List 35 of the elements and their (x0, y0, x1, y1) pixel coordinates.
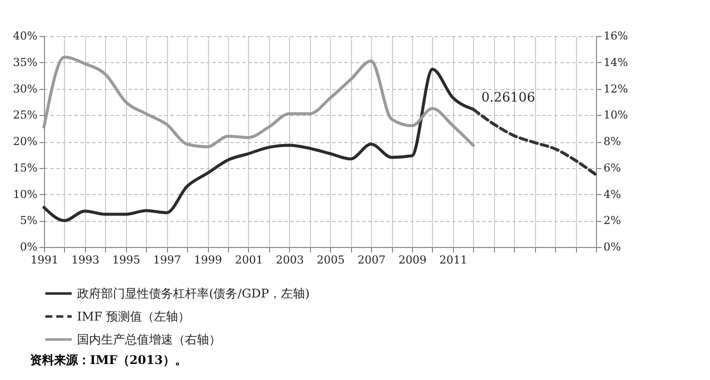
text: 资料来源：IMF（2013）。 (30, 352, 188, 369)
annotation: 0.26106 (481, 90, 536, 106)
y-tick-label: 20% (13, 135, 38, 148)
legend-label: IMF 预测值（左轴） (77, 310, 190, 324)
y-tick-label: 30% (13, 82, 38, 96)
y-tick-label: 10% (13, 188, 38, 201)
x-tick-label: 2003 (276, 254, 304, 266)
legend-label: 国内生产总值增速（右轴） (77, 332, 221, 346)
y-tick-label: 15% (13, 161, 38, 174)
y2-tick-label: 2% (604, 214, 621, 228)
y-tick-label: 40% (13, 30, 38, 42)
y2-tick-label: 10% (604, 108, 628, 122)
x-tick-label: 1999 (194, 254, 222, 266)
y-tick-label: 25% (13, 108, 38, 122)
y2-tick-label: 14% (604, 56, 628, 69)
x-tick-label: 1995 (112, 254, 140, 266)
y-tick-label: 0% (20, 240, 38, 254)
line-series (42, 56, 475, 148)
x-tick-label: 2005 (316, 254, 345, 266)
x-tick-label: 2009 (398, 254, 426, 266)
x-tick-label: 1997 (153, 254, 182, 266)
x-tick-label: 2011 (439, 254, 468, 266)
y-tick-label: 35% (13, 56, 38, 69)
y2-tick-label: 0% (604, 240, 621, 254)
x-tick-label: 1993 (71, 254, 100, 266)
y2-tick-label: 16% (604, 30, 628, 42)
y2-tick-label: 4% (604, 188, 621, 201)
y2-tick-label: 8% (604, 135, 621, 148)
x-tick-label: 1991 (30, 254, 58, 266)
x-tick-label: 2007 (358, 254, 386, 266)
x-tick-label: 2001 (234, 254, 263, 266)
y2-tick-label: 6% (604, 161, 621, 174)
legend-label: 政府部门显性债务杠杆率(债务/GDP，左轴) (77, 286, 310, 300)
y-tick-label: 5% (20, 214, 38, 228)
y2-tick-label: 12% (604, 82, 628, 96)
